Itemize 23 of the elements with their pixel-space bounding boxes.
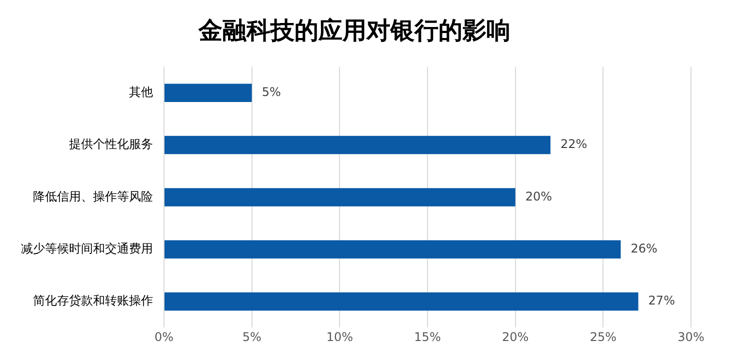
y-tick-label: 降低信用、操作等风险 bbox=[33, 189, 153, 204]
data-label: 22% bbox=[560, 137, 588, 152]
data-label: 20% bbox=[525, 189, 552, 204]
y-tick-label: 其他 bbox=[129, 85, 153, 100]
data-label: 27% bbox=[648, 294, 675, 308]
x-tick-label: 10% bbox=[326, 330, 354, 344]
x-tick-label: 30% bbox=[678, 330, 704, 344]
x-tick-label: 5% bbox=[242, 330, 262, 344]
chart-title: 金融科技的应用对银行的影响 bbox=[198, 16, 510, 45]
bar bbox=[164, 188, 516, 206]
bar bbox=[164, 136, 550, 154]
y-tick-label: 减少等候时间和交通费用 bbox=[21, 241, 153, 256]
y-tick-label: 简化存贷款和转账操作 bbox=[33, 294, 153, 308]
x-tick-label: 0% bbox=[154, 330, 174, 344]
bar bbox=[164, 84, 252, 102]
y-tick-label: 提供个性化服务 bbox=[69, 137, 153, 152]
data-label: 5% bbox=[262, 85, 281, 100]
x-tick-label: 25% bbox=[590, 330, 617, 344]
data-label: 26% bbox=[630, 241, 658, 256]
x-tick-label: 20% bbox=[502, 330, 529, 344]
bar bbox=[164, 292, 638, 311]
bar bbox=[164, 240, 621, 258]
x-tick-label: 15% bbox=[414, 330, 441, 344]
